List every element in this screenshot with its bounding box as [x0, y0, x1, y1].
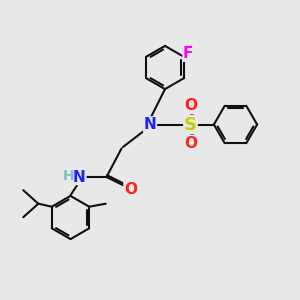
Text: O: O: [184, 136, 197, 151]
Text: N: N: [144, 117, 156, 132]
Text: O: O: [184, 98, 197, 113]
Text: O: O: [124, 182, 137, 196]
Text: H: H: [63, 169, 75, 182]
Text: N: N: [73, 169, 86, 184]
Text: S: S: [184, 116, 197, 134]
Text: F: F: [183, 46, 194, 61]
